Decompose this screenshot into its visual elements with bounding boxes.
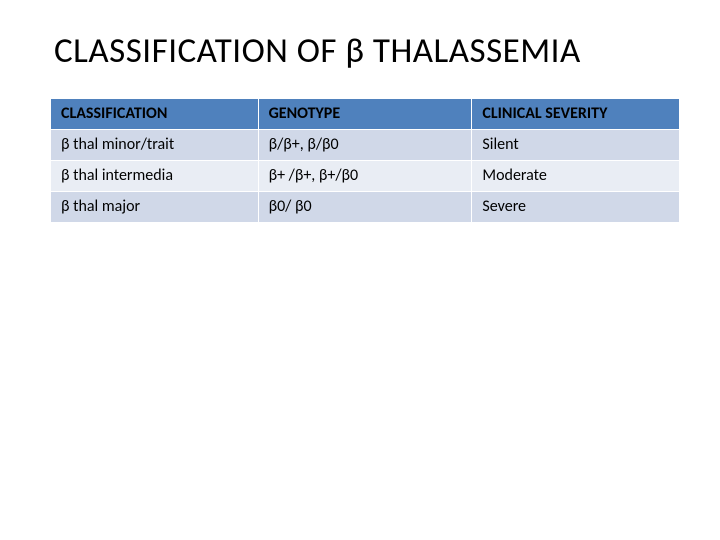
cell-severity: Silent [472,130,680,161]
table-row: β thal minor/trait β/β+, β/β0 Silent [51,130,680,161]
classification-table: CLASSIFICATION GENOTYPE CLINICAL SEVERIT… [50,98,680,223]
col-header-severity: CLINICAL SEVERITY [472,99,680,130]
cell-genotype: β/β+, β/β0 [258,130,472,161]
cell-classification: β thal minor/trait [51,130,259,161]
cell-severity: Moderate [472,161,680,192]
page-title: CLASSIFICATION OF β THALASSEMIA [54,30,680,72]
slide: CLASSIFICATION OF β THALASSEMIA CLASSIFI… [0,0,720,540]
col-header-classification: CLASSIFICATION [51,99,259,130]
table-row: β thal major β0/ β0 Severe [51,192,680,223]
cell-classification: β thal intermedia [51,161,259,192]
cell-genotype: β+ /β+, β+/β0 [258,161,472,192]
table-header-row: CLASSIFICATION GENOTYPE CLINICAL SEVERIT… [51,99,680,130]
cell-classification: β thal major [51,192,259,223]
col-header-genotype: GENOTYPE [258,99,472,130]
table-row: β thal intermedia β+ /β+, β+/β0 Moderate [51,161,680,192]
cell-severity: Severe [472,192,680,223]
cell-genotype: β0/ β0 [258,192,472,223]
